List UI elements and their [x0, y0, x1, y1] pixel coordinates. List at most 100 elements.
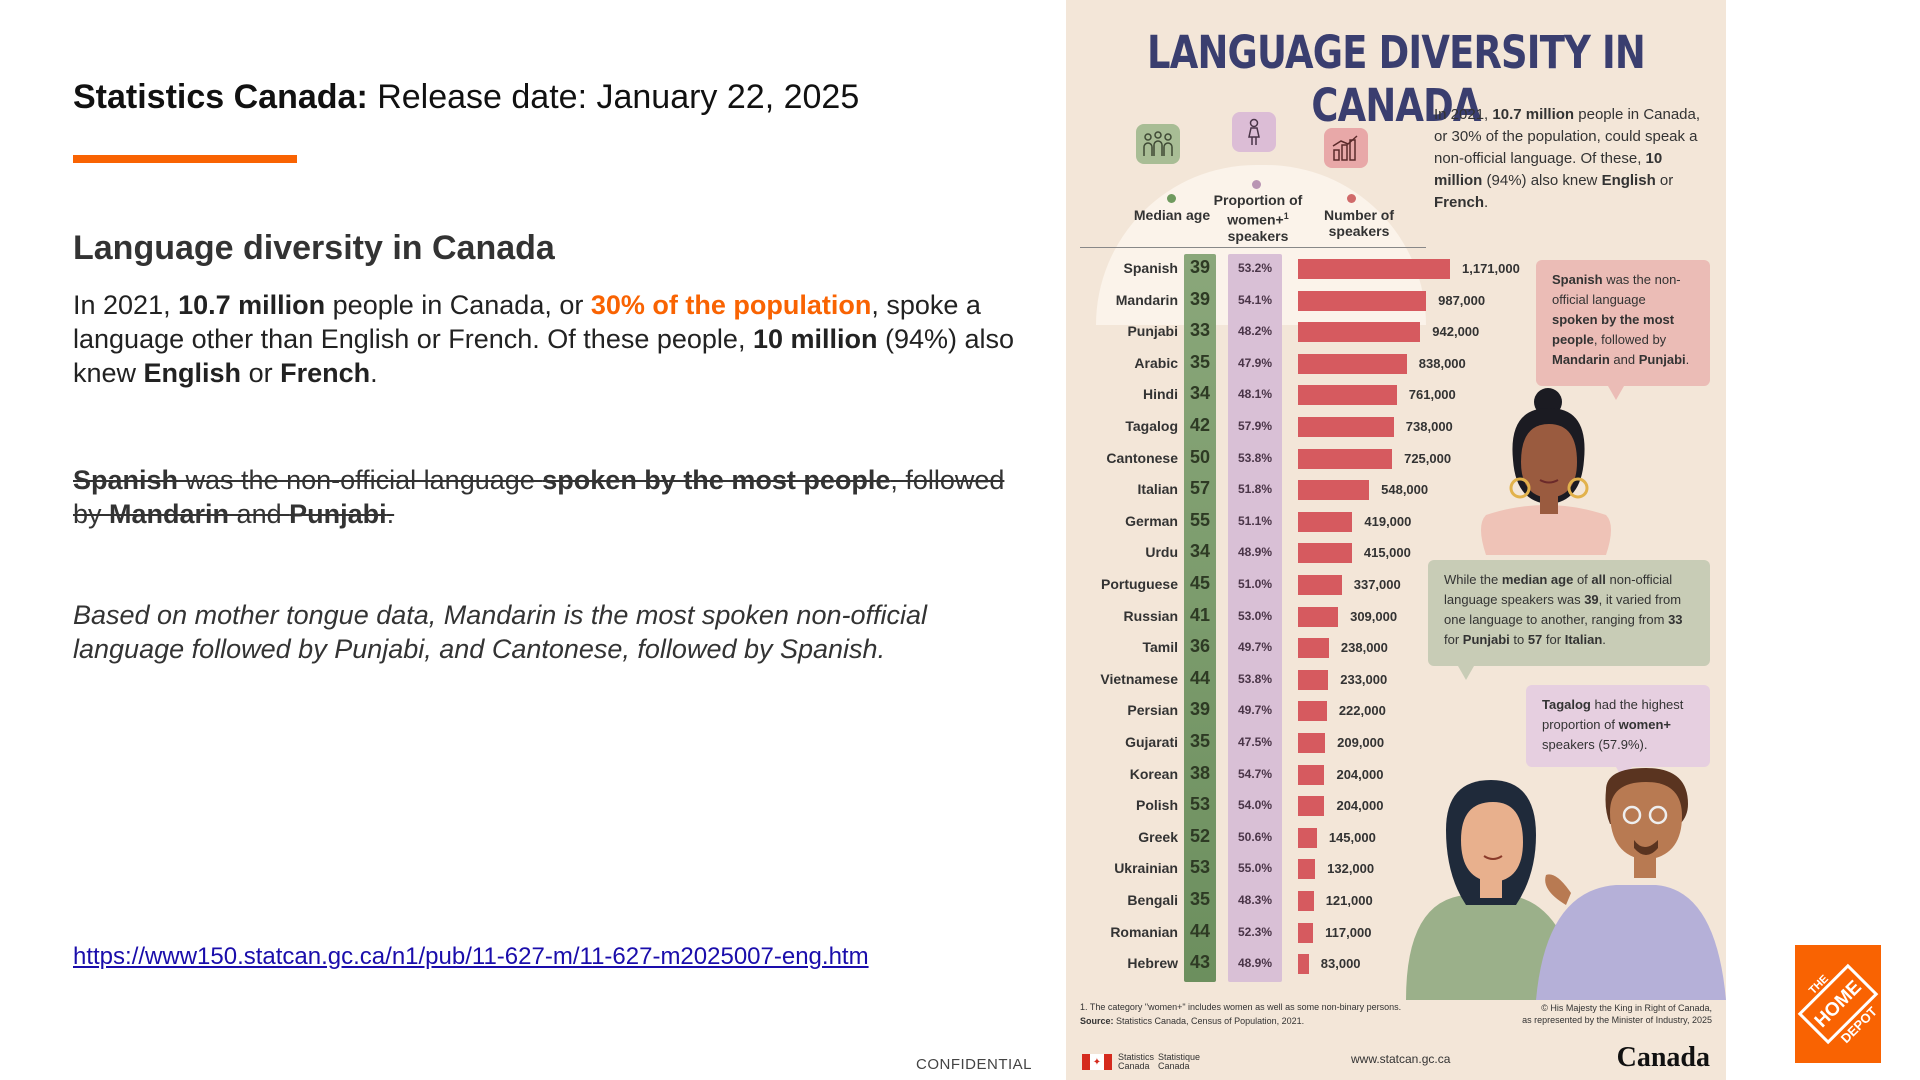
language-row: Tagalog 42 57.9% 738,000	[1066, 412, 1666, 442]
median-age-value: 39	[1189, 288, 1211, 309]
women-share-value: 48.3%	[1237, 893, 1273, 907]
language-name: Italian	[1137, 481, 1178, 498]
language-name: Russian	[1123, 607, 1178, 624]
speakers-dot	[1347, 194, 1356, 203]
speakers-bar	[1298, 448, 1393, 469]
women-share-value: 52.3%	[1237, 924, 1273, 939]
speakers-bar	[1298, 543, 1352, 564]
spanish-bubble: Spanish was the non-official language sp…	[1536, 260, 1710, 386]
women-share-value: 48.1%	[1237, 387, 1273, 402]
speakers-value-label: 204,000	[1336, 798, 1384, 814]
speakers-bar	[1298, 353, 1407, 374]
source-link[interactable]: https://www150.statcan.gc.ca/n1/pub/11-6…	[73, 943, 869, 970]
slide-title: Statistics Canada: Release date: January…	[73, 78, 859, 117]
median-age-value: 36	[1189, 636, 1211, 657]
language-row: Vietnamese 44 53.8% 233,000	[1066, 665, 1666, 695]
women-share-value: 53.8%	[1237, 450, 1273, 465]
language-name: Greek	[1138, 828, 1178, 845]
language-row: Polish 53 54.0% 204,000	[1066, 791, 1666, 821]
language-name: Punjabi	[1127, 323, 1178, 340]
language-row: Mandarin 39 54.1% 987,000	[1066, 286, 1666, 316]
median-age-value: 53	[1189, 794, 1211, 815]
language-name: German	[1125, 512, 1178, 529]
struck-paragraph: Spanish was the non-official language sp…	[73, 465, 1005, 529]
language-row: Greek 52 50.6% 145,000	[1066, 823, 1666, 853]
copyright: © His Majesty the King in Right of Canad…	[1522, 1003, 1712, 1025]
median-age-value: 57	[1189, 478, 1211, 499]
language-name: Arabic	[1134, 354, 1178, 371]
median-age-value: 50	[1189, 446, 1211, 467]
infographic-intro: In 2021, 10.7 million people in Canada, …	[1434, 106, 1701, 211]
language-row: Punjabi 33 48.2% 942,000	[1066, 317, 1666, 347]
women-share-value: 54.0%	[1237, 798, 1273, 813]
language-name: Bengali	[1127, 892, 1178, 908]
speakers-value-label: 233,000	[1340, 671, 1388, 687]
speakers-bar	[1298, 733, 1326, 753]
footnote: 1. The category "women+" includes women …	[1080, 1002, 1402, 1012]
summary-paragraph: In 2021, 10.7 million people in Canada, …	[73, 290, 1015, 388]
median-age-value: 34	[1189, 541, 1211, 562]
title-rest: Release date: January 22, 2025	[367, 78, 860, 116]
accent-bar	[73, 155, 297, 163]
speakers-bar	[1298, 796, 1325, 817]
speakers-value-label: 145,000	[1328, 829, 1376, 845]
confidential-label: CONFIDENTIAL	[916, 1056, 1033, 1073]
speakers-value-label: 337,000	[1353, 577, 1401, 592]
canada-wordmark: Canada	[1616, 1042, 1710, 1073]
speakers-bar	[1298, 827, 1317, 848]
median-age-value: 35	[1189, 731, 1211, 751]
speakers-value-label: 204,000	[1336, 766, 1384, 782]
median-age-value: 43	[1189, 952, 1211, 973]
language-row: Ukrainian 53 55.0% 132,000	[1066, 854, 1666, 884]
speakers-value-label: 238,000	[1340, 640, 1388, 656]
women-share-value: 48.9%	[1237, 956, 1273, 971]
language-row: Hebrew 43 48.9% 83,000	[1066, 949, 1666, 979]
col-num-speakers: Number of speakers	[1324, 207, 1394, 239]
speakers-value-label: 548,000	[1381, 482, 1429, 498]
women-share-value: 50.6%	[1237, 829, 1273, 844]
language-row: Bengali 35 48.3% 121,000	[1066, 886, 1666, 916]
language-row: Gujarati 35 47.5% 209,000	[1066, 728, 1666, 758]
speakers-value-label: 209,000	[1337, 735, 1385, 750]
speakers-value-label: 222,000	[1338, 703, 1386, 719]
speakers-bar	[1298, 669, 1329, 690]
language-row: Spanish 39 53.2% 1,171,000	[1066, 254, 1666, 284]
language-name: Vietnamese	[1100, 670, 1178, 687]
bubble-tail	[1608, 386, 1624, 400]
speakers-bar	[1298, 290, 1427, 311]
speakers-value-label: 132,000	[1327, 861, 1375, 877]
language-row: Portuguese 45 51.0% 337,000	[1066, 570, 1666, 600]
median-age-value: 34	[1189, 383, 1211, 404]
home-depot-logo: THE HOME DEPOT	[1795, 945, 1881, 1063]
median-age-value: 42	[1189, 415, 1211, 435]
women-share-value: 49.7%	[1237, 703, 1273, 718]
age-column-band	[1184, 254, 1216, 982]
language-name: Cantonese	[1106, 449, 1178, 466]
speakers-value-label: 761,000	[1408, 387, 1456, 403]
language-row: Hindi 34 48.1% 761,000	[1066, 380, 1666, 410]
women-share-value: 48.2%	[1237, 324, 1273, 339]
women-share-value: 51.0%	[1237, 577, 1273, 591]
canada-flag-icon: ✦	[1082, 1054, 1112, 1070]
speakers-bar	[1298, 606, 1339, 627]
tagalog-bubble: Tagalog had the highest proportion of wo…	[1526, 685, 1710, 767]
language-row: Russian 41 53.0% 309,000	[1066, 602, 1666, 632]
language-row: Urdu 34 48.9% 415,000	[1066, 538, 1666, 568]
language-row: Arabic 35 47.9% 838,000	[1066, 349, 1666, 379]
women-share-value: 55.0%	[1237, 861, 1273, 876]
median-age-value: 44	[1189, 920, 1211, 941]
speakers-bar	[1298, 764, 1325, 785]
speakers-value-label: 738,000	[1405, 419, 1453, 434]
speakers-bar	[1298, 480, 1370, 501]
language-row: Korean 38 54.7% 204,000	[1066, 760, 1666, 790]
website-label: www.statcan.gc.ca	[1351, 1052, 1451, 1066]
statcan-logo: ✦ Statistics Canada Statistique Canada	[1082, 1053, 1200, 1071]
median-age-value: 35	[1189, 889, 1211, 909]
language-name: Mandarin	[1115, 291, 1178, 308]
source-note: Source: Statistics Canada, Census of Pop…	[1080, 1016, 1305, 1026]
speakers-value-label: 83,000	[1320, 956, 1361, 972]
women-share-value: 49.7%	[1237, 640, 1273, 655]
col-women-share: Proportion of women+1 speakers	[1213, 192, 1303, 244]
speakers-bar	[1298, 701, 1327, 722]
language-name: Persian	[1127, 702, 1178, 719]
